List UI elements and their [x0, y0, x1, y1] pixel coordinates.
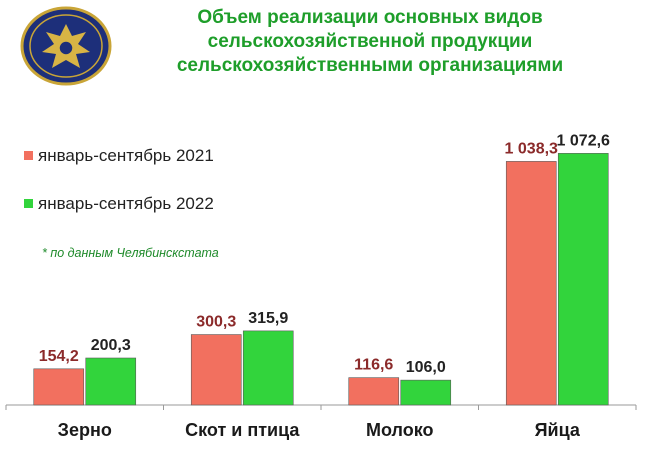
legend-item-2022: январь-сентябрь 2022 — [24, 194, 214, 214]
bar-2021 — [33, 368, 85, 406]
category-label: Зерно — [58, 420, 112, 440]
legend-swatch-2022 — [24, 199, 33, 208]
title-line-2: сельскохозяйственной продукции — [207, 31, 533, 52]
legend-label-2021: январь-сентябрь 2021 — [38, 146, 214, 165]
bar-2021 — [190, 334, 242, 406]
source-note: * по данным Челябинскстата — [42, 246, 219, 260]
chart-title: Объем реализации основных видов сельскох… — [120, 6, 620, 78]
data-label-2021: 300,3 — [196, 314, 236, 331]
data-label-2022: 106,0 — [406, 359, 446, 376]
bar-2021 — [505, 161, 557, 406]
bar-2022 — [400, 379, 452, 406]
bar-2022 — [85, 357, 137, 406]
category-label: Молоко — [366, 420, 434, 440]
bar-2022 — [242, 330, 294, 406]
data-label-2021: 1 038,3 — [505, 140, 558, 157]
emblem-logo — [20, 6, 112, 86]
data-label-2022: 1 072,6 — [557, 132, 610, 149]
title-line-3: сельскохозяйственными организациями — [176, 55, 564, 76]
category-label: Скот и птица — [185, 420, 300, 440]
legend-label-2022: январь-сентябрь 2022 — [38, 194, 214, 213]
data-label-2021: 154,2 — [39, 348, 79, 365]
title-line-1: Объем реализации основных видов — [197, 7, 543, 28]
bar-2022 — [557, 153, 609, 406]
legend-item-2021: январь-сентябрь 2021 — [24, 146, 214, 166]
category-label: Яйца — [535, 420, 581, 440]
data-label-2021: 116,6 — [354, 357, 393, 374]
data-label-2022: 315,9 — [248, 310, 288, 327]
legend-swatch-2021 — [24, 151, 33, 160]
data-label-2022: 200,3 — [91, 337, 131, 354]
bar-2021 — [348, 377, 400, 406]
